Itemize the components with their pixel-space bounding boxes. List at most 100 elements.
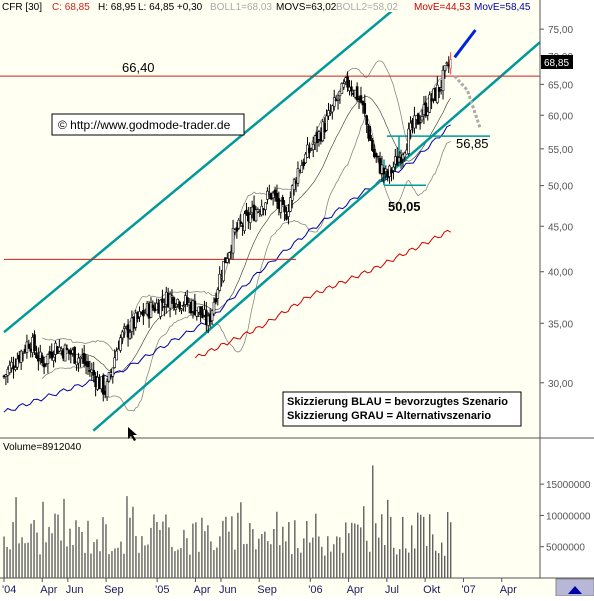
volume-bar	[381, 514, 383, 578]
candle-body	[180, 308, 183, 311]
volume-bar	[24, 543, 26, 578]
resistance-levels	[0, 75, 540, 260]
candle-body	[325, 115, 328, 131]
candle-body	[193, 300, 197, 315]
volume-bar	[261, 534, 263, 578]
candle-body	[138, 311, 141, 318]
candle-body	[199, 306, 202, 316]
candle-body	[403, 152, 407, 158]
candle-body	[445, 62, 449, 65]
candle-body	[235, 227, 239, 232]
volume-bar	[447, 511, 449, 578]
volume-panel-background	[0, 438, 540, 578]
candle-body	[371, 139, 374, 151]
volume-bar	[396, 554, 398, 578]
candle-body	[33, 334, 36, 352]
time-tick-label: Jun	[219, 584, 237, 596]
candle-body	[195, 310, 199, 317]
candle-body	[243, 213, 246, 231]
price-tick-label: 75,00	[548, 25, 573, 36]
scenario-blue-arrow	[453, 29, 477, 59]
candle-body	[342, 83, 346, 88]
last-price-tag: 68,85	[541, 55, 573, 69]
legend-line-blue: Skizzierung BLAU = bevorzugtes Szenario	[287, 396, 508, 408]
volume-bar	[375, 523, 377, 578]
candle-body	[359, 95, 363, 103]
candle-body	[302, 161, 305, 166]
volume-bar	[117, 547, 119, 578]
legend-frame	[282, 391, 522, 427]
volume-bar	[168, 527, 170, 578]
scroll-corner-button[interactable]	[555, 578, 594, 597]
candle-body	[436, 84, 439, 103]
chart-header: CFR [30] C: 68,85 H: 68,95 L: 64,85 +0,3…	[0, 0, 531, 13]
volume-bar	[87, 520, 89, 578]
volume-bar	[183, 529, 185, 578]
candle-body	[300, 165, 304, 173]
volume-bar	[435, 550, 437, 578]
volume-bar	[198, 551, 200, 578]
volume-bar	[201, 517, 203, 578]
candle-body	[275, 192, 279, 202]
candle-body	[428, 94, 431, 113]
volume-bar	[51, 533, 53, 578]
volume-bar	[255, 549, 257, 578]
volume-bar	[237, 512, 239, 578]
candle-body	[170, 295, 174, 298]
volume-bar	[243, 544, 245, 578]
volume-bar	[282, 526, 284, 578]
channel-lower-line	[92, 41, 541, 432]
volume-bar	[69, 528, 71, 578]
time-tick-label: Jul	[385, 584, 399, 596]
candle-body	[281, 197, 284, 206]
mouse-cursor-icon	[128, 427, 137, 441]
candle-body	[355, 86, 359, 101]
volume-bar	[285, 541, 287, 578]
header-low: L: 64,85 +0,30	[138, 2, 203, 13]
time-tick-label: Apr	[347, 584, 364, 596]
candle-body	[407, 128, 410, 154]
level-annotation: 50,05	[388, 199, 421, 214]
volume-axis-background	[540, 438, 594, 578]
volume-bar	[195, 522, 197, 578]
volume-bar	[249, 523, 251, 578]
candle-body	[92, 370, 96, 376]
candle-body	[331, 105, 334, 113]
volume-bar	[192, 523, 194, 578]
header-movs: MOVS=63,02	[276, 2, 337, 13]
candle-body	[115, 350, 118, 361]
price-tick-label: 65,00	[548, 80, 573, 91]
candle-body	[399, 156, 403, 163]
candle-body	[416, 113, 420, 125]
candle-body	[77, 357, 80, 364]
volume-bar	[228, 531, 230, 578]
volume-bar	[300, 552, 302, 578]
volume-bar	[429, 514, 431, 578]
candle-body	[290, 185, 294, 201]
volume-bar	[156, 521, 158, 578]
candle-body	[254, 209, 258, 222]
channel-upper-line	[3, 0, 408, 334]
candle-body	[111, 367, 115, 377]
volume-bar	[93, 542, 95, 578]
candle-body	[159, 299, 162, 317]
price-panel-background	[0, 0, 540, 438]
volume-bar	[177, 549, 179, 578]
volume-bar	[129, 517, 131, 578]
volume-bar	[219, 536, 221, 578]
volume-bar	[333, 544, 335, 578]
volume-bar	[15, 497, 17, 578]
level-annotation: 66,40	[122, 60, 155, 75]
candle-body	[283, 206, 286, 213]
candle-body	[35, 352, 38, 358]
volume-bar	[303, 538, 305, 578]
volume-bar	[291, 554, 293, 578]
volume-bar	[372, 465, 374, 578]
volume-bar	[105, 524, 107, 578]
candle-body	[369, 134, 372, 141]
time-tick-label: Okt	[423, 584, 440, 596]
volume-bar	[369, 551, 371, 578]
volume-bar	[141, 536, 143, 578]
volume-bar	[207, 525, 209, 578]
